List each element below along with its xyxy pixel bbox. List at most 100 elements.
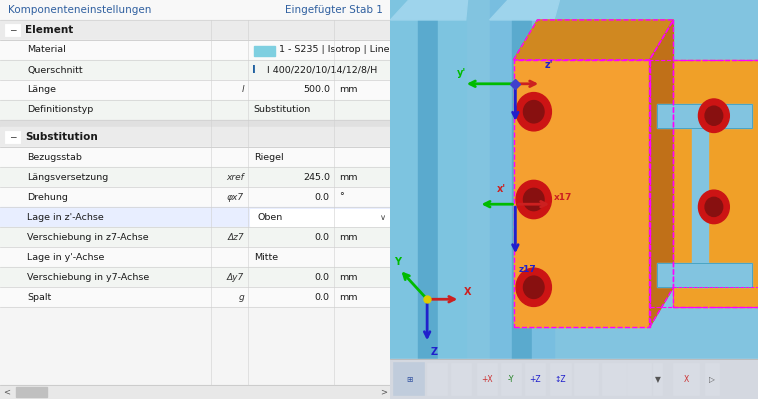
Bar [575,363,598,395]
Text: Mitte: Mitte [254,253,278,261]
Bar [390,0,418,359]
Bar [512,0,532,359]
Bar [532,0,554,359]
Text: ▼: ▼ [655,375,661,383]
Text: Längsversetzung: Längsversetzung [27,172,108,182]
Text: mm: mm [340,273,358,282]
Text: °: ° [340,192,344,201]
Text: 0.0: 0.0 [315,273,330,282]
Bar [513,60,650,327]
Bar [0,287,390,307]
Bar [394,363,424,395]
Text: Eingefügter Stab 1: Eingefügter Stab 1 [285,5,383,15]
Text: z17: z17 [519,265,537,274]
Text: Lage in y'-Achse: Lage in y'-Achse [27,253,105,261]
Text: Oben: Oben [258,213,283,221]
Text: Y: Y [394,257,401,267]
Text: +X: +X [481,375,493,383]
Text: −: − [9,26,16,34]
Text: x17: x17 [554,193,572,202]
Bar [673,60,758,307]
Text: I: I [252,65,255,75]
Bar [653,363,662,395]
Circle shape [524,101,544,123]
Text: >: > [381,387,387,397]
Text: Substitution: Substitution [25,132,98,142]
Text: Element: Element [25,25,74,35]
Text: φx7: φx7 [227,192,244,201]
Text: z': z' [545,60,553,70]
Polygon shape [513,20,673,60]
Bar [0,20,390,40]
Bar [673,60,758,307]
Bar [550,363,571,395]
Text: Verschiebung in y7-Achse: Verschiebung in y7-Achse [27,273,149,282]
Bar [428,363,447,395]
Text: xref: xref [226,172,244,182]
Bar [254,45,275,55]
Text: ⊞: ⊞ [406,375,412,383]
Text: Δz7: Δz7 [227,233,244,241]
Text: Z: Z [431,347,438,357]
Bar [657,263,753,287]
Text: 0.0: 0.0 [315,233,330,241]
Circle shape [524,188,544,211]
Text: Verschiebung in z7-Achse: Verschiebung in z7-Achse [27,233,149,241]
Bar [0,307,390,385]
Bar [0,100,390,120]
Circle shape [705,106,722,125]
Bar [250,209,389,226]
Circle shape [698,99,729,132]
Polygon shape [490,0,559,20]
Text: Material: Material [27,45,66,55]
Circle shape [516,180,551,219]
Bar [16,387,47,397]
Bar [657,104,753,128]
Bar [500,363,521,395]
Text: ↕Z: ↕Z [555,375,566,383]
Text: l: l [242,85,244,95]
Bar [0,227,390,247]
Bar [418,0,438,359]
Bar [477,363,497,395]
Bar [513,60,650,327]
Bar [390,359,758,399]
Bar [438,0,465,359]
Bar [0,60,390,80]
Text: Δy7: Δy7 [227,273,244,282]
Text: mm: mm [340,172,358,182]
Text: -Y: -Y [508,375,514,383]
Bar [705,363,719,395]
Bar [0,167,390,187]
Circle shape [516,93,551,131]
Text: Bezugsstab: Bezugsstab [27,152,82,162]
Text: ▷: ▷ [709,375,715,383]
Text: x': x' [497,184,506,194]
Bar [0,207,390,227]
Text: X: X [464,287,471,297]
Bar [0,80,390,100]
Bar [525,363,545,395]
Bar [451,363,471,395]
Bar [0,127,390,147]
Text: Substitution: Substitution [254,105,311,115]
Text: g: g [238,292,244,302]
Circle shape [524,276,544,298]
Circle shape [698,190,729,223]
Polygon shape [390,0,468,20]
Text: +Z: +Z [529,375,540,383]
Text: Lage in z'-Achse: Lage in z'-Achse [27,213,104,221]
Bar [650,60,758,307]
Text: Definitionstyp: Definitionstyp [27,105,93,115]
Bar [0,267,390,287]
Bar [0,187,390,207]
Bar [0,0,390,20]
Text: X: X [684,375,689,383]
Text: 0.0: 0.0 [315,192,330,201]
Bar [673,287,758,307]
Text: mm: mm [340,292,358,302]
Text: Spalt: Spalt [27,292,52,302]
Bar [5,24,20,36]
Bar [0,147,390,167]
Text: Komponenteneinstellungen: Komponenteneinstellungen [8,5,151,15]
